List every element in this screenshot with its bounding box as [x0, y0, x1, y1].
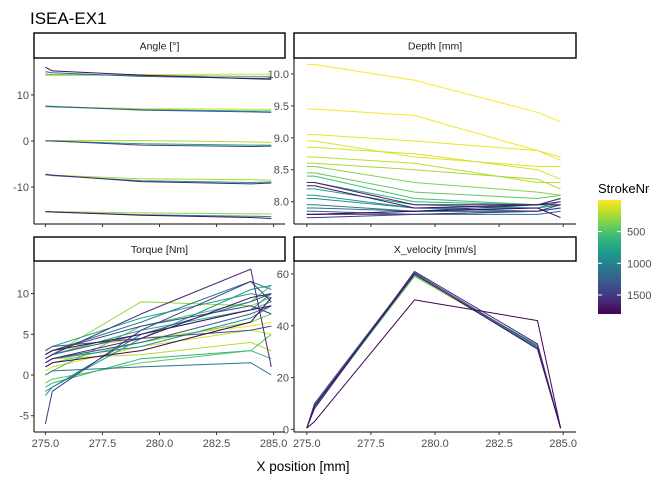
facet-panel: X_velocity [mm/s] 0 20 40 60 275.0 277.5 280.0 2… [277, 236, 577, 450]
series-line [45, 211, 272, 219]
y-tick-label: 10 [17, 289, 29, 301]
series-line [45, 66, 272, 80]
x-tick-label: 280.0 [146, 438, 174, 450]
y-tick-label: 10.0 [268, 69, 289, 81]
y-tick-label: 8.5 [274, 165, 289, 177]
series-line [306, 166, 561, 196]
facet-panels: Angle [°] -10 0 10 Depth [mm] 8.0 8.5 9.0 9.5 10.… [13, 32, 577, 450]
y-tick-label: 0 [23, 370, 29, 382]
legend-tick-label: 1000 [627, 258, 651, 270]
series-line [306, 134, 561, 161]
series-line [306, 274, 562, 429]
facet-panel: Torque [Nm] -5 0 5 10 275.0 277.5 280.0 282.5 285… [17, 236, 288, 450]
x-tick-label: 282.5 [485, 438, 513, 450]
series-line [45, 350, 272, 388]
x-tick-label: 277.5 [89, 438, 117, 450]
y-tick-label: -5 [19, 411, 29, 423]
facet-strip [33, 32, 286, 59]
series-line [306, 146, 561, 180]
series-line [45, 173, 272, 185]
series-line [306, 172, 561, 199]
facet-panel: Angle [°] -10 0 10 [13, 32, 286, 227]
series-line [306, 182, 561, 206]
facet-strip [293, 236, 577, 262]
series-line [306, 204, 561, 219]
y-tick-label: 8.0 [274, 197, 289, 209]
series-line [306, 270, 562, 429]
y-tick-label: 5 [23, 329, 29, 341]
series-line [45, 293, 272, 360]
x-tick-label: 275.0 [32, 438, 60, 450]
y-tick-label: -10 [13, 182, 29, 194]
series-line [306, 185, 561, 209]
x-tick-label: 285.0 [549, 438, 577, 450]
series-line [45, 297, 272, 368]
colorbar [598, 200, 621, 314]
series-line [306, 273, 562, 429]
y-tick-label: 0 [283, 424, 289, 436]
y-tick-label: 9.0 [274, 133, 289, 145]
series-line [306, 140, 561, 167]
y-tick-label: 60 [277, 269, 289, 281]
x-tick-label: 275.0 [293, 438, 321, 450]
series-line [45, 268, 272, 368]
facet-strip-label: Depth [mm] [408, 41, 462, 53]
legend-title: StrokeNr [598, 181, 650, 196]
series-line [306, 276, 562, 429]
series-line [45, 305, 272, 356]
series-line [306, 108, 561, 158]
x-tick-label: 282.5 [203, 438, 231, 450]
legend-tick-label: 500 [627, 227, 645, 239]
legend-ticks: 500 1000 1500 [598, 227, 651, 302]
series-line [45, 293, 272, 364]
series-line [45, 71, 272, 79]
series-line [44, 280, 272, 425]
legend-tick-label: 1500 [627, 290, 651, 302]
x-tick-label: 277.5 [357, 438, 385, 450]
chart-title: ISEA-EX1 [30, 9, 107, 28]
y-tick-label: 10 [17, 90, 29, 102]
facet-panel: Depth [mm] 8.0 8.5 9.0 9.5 10.0 [268, 32, 577, 227]
y-tick-label: 0 [23, 136, 29, 148]
x-axis-title: X position [mm] [256, 459, 349, 474]
y-tick-label: 40 [277, 321, 289, 333]
series-line [306, 207, 561, 219]
y-tick-label: 9.5 [274, 101, 289, 113]
facet-strip-label: X_velocity [mm/s] [394, 244, 476, 256]
series-line [306, 299, 562, 429]
series-line [45, 140, 272, 147]
y-tick-label: 20 [277, 373, 289, 385]
series-line [45, 362, 272, 376]
series-line [306, 273, 562, 429]
facet-strip-label: Angle [°] [140, 41, 180, 53]
x-tick-label: 285.0 [260, 438, 288, 450]
facet-strip [33, 236, 286, 262]
x-tick-label: 280.0 [421, 438, 449, 450]
facet-strip [293, 32, 577, 59]
series-line [45, 333, 272, 384]
series-line [306, 272, 562, 429]
color-legend: StrokeNr 500 1000 1500 [598, 181, 651, 314]
facet-strip-label: Torque [Nm] [131, 244, 188, 256]
series-line [306, 63, 561, 123]
series-line [45, 105, 272, 113]
series-line [306, 162, 561, 190]
